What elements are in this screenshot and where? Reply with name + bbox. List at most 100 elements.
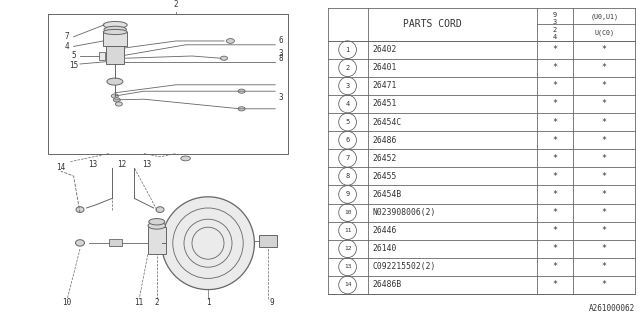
Text: 2: 2 — [173, 0, 179, 9]
Text: *: * — [552, 208, 557, 217]
Text: 2: 2 — [154, 298, 159, 307]
Text: 3: 3 — [553, 19, 557, 25]
Ellipse shape — [148, 222, 166, 229]
Text: *: * — [552, 226, 557, 235]
Text: *: * — [602, 244, 607, 253]
Text: *: * — [552, 154, 557, 163]
Text: 9: 9 — [269, 298, 275, 307]
FancyBboxPatch shape — [259, 235, 277, 247]
Ellipse shape — [103, 21, 127, 28]
Text: 13: 13 — [344, 264, 351, 269]
Text: 26451: 26451 — [372, 100, 397, 108]
FancyBboxPatch shape — [103, 32, 127, 46]
Text: *: * — [602, 172, 607, 181]
Circle shape — [161, 197, 255, 290]
Text: *: * — [552, 190, 557, 199]
Text: 4: 4 — [65, 42, 70, 51]
Ellipse shape — [238, 89, 245, 93]
Text: *: * — [602, 226, 607, 235]
Text: 1: 1 — [205, 298, 211, 307]
FancyBboxPatch shape — [99, 52, 105, 60]
Text: *: * — [602, 45, 607, 54]
Text: 12: 12 — [344, 246, 351, 251]
Text: PARTS CORD: PARTS CORD — [403, 19, 461, 29]
Text: 11: 11 — [134, 298, 144, 307]
Text: *: * — [552, 45, 557, 54]
Text: 8: 8 — [346, 173, 349, 179]
Text: C092215502(2): C092215502(2) — [372, 262, 436, 271]
Text: *: * — [602, 262, 607, 271]
Text: 6: 6 — [278, 36, 283, 45]
Ellipse shape — [103, 29, 127, 35]
Text: 10: 10 — [344, 210, 351, 215]
Text: 9: 9 — [346, 191, 349, 197]
Text: *: * — [602, 190, 607, 199]
Ellipse shape — [238, 107, 245, 111]
Ellipse shape — [113, 98, 120, 102]
Text: *: * — [602, 81, 607, 90]
Text: 26455: 26455 — [372, 172, 397, 181]
Text: 26401: 26401 — [372, 63, 397, 72]
Text: 2: 2 — [553, 27, 557, 33]
Text: 15: 15 — [69, 61, 78, 70]
Text: *: * — [602, 136, 607, 145]
Text: *: * — [602, 280, 607, 289]
Text: *: * — [552, 100, 557, 108]
Text: 5: 5 — [346, 119, 349, 125]
Text: *: * — [552, 63, 557, 72]
Text: *: * — [552, 117, 557, 127]
Ellipse shape — [104, 26, 127, 33]
Text: *: * — [552, 244, 557, 253]
Ellipse shape — [227, 38, 234, 43]
Text: 4: 4 — [346, 101, 349, 107]
Text: *: * — [602, 63, 607, 72]
Text: N023908006(2): N023908006(2) — [372, 208, 436, 217]
Text: 2: 2 — [346, 65, 349, 71]
Text: 3: 3 — [278, 93, 283, 102]
Ellipse shape — [111, 94, 118, 98]
Text: 13: 13 — [143, 160, 152, 169]
Text: 5: 5 — [71, 52, 76, 60]
Text: 6: 6 — [346, 137, 349, 143]
Ellipse shape — [180, 156, 191, 161]
Text: 26446: 26446 — [372, 226, 397, 235]
Ellipse shape — [107, 78, 123, 85]
Text: 9: 9 — [553, 12, 557, 18]
Text: 26471: 26471 — [372, 81, 397, 90]
Text: *: * — [602, 117, 607, 127]
Text: A261000062: A261000062 — [589, 304, 635, 313]
Text: *: * — [552, 81, 557, 90]
Text: 26486: 26486 — [372, 136, 397, 145]
Text: 14: 14 — [344, 283, 351, 287]
Text: 3: 3 — [278, 49, 283, 58]
Text: U(C0): U(C0) — [594, 29, 614, 36]
Text: 26486B: 26486B — [372, 280, 401, 289]
Text: 26454B: 26454B — [372, 190, 401, 199]
Text: *: * — [552, 136, 557, 145]
Text: *: * — [602, 100, 607, 108]
Text: *: * — [602, 208, 607, 217]
Text: 3: 3 — [346, 83, 349, 89]
Text: 26454C: 26454C — [372, 117, 401, 127]
Text: 1: 1 — [346, 47, 349, 53]
Text: *: * — [602, 154, 607, 163]
Ellipse shape — [220, 56, 228, 60]
Ellipse shape — [104, 31, 127, 36]
FancyBboxPatch shape — [148, 227, 166, 254]
Text: 7: 7 — [65, 32, 70, 41]
Text: 10: 10 — [63, 298, 72, 307]
Text: 14: 14 — [56, 164, 65, 172]
Ellipse shape — [115, 102, 122, 106]
Text: 12: 12 — [117, 160, 126, 169]
FancyBboxPatch shape — [109, 239, 122, 246]
Ellipse shape — [149, 219, 165, 225]
Text: 26452: 26452 — [372, 154, 397, 163]
Text: *: * — [552, 280, 557, 289]
Ellipse shape — [76, 207, 84, 212]
Ellipse shape — [156, 207, 164, 212]
Text: (U0,U1): (U0,U1) — [590, 14, 618, 20]
Text: 11: 11 — [344, 228, 351, 233]
Text: 13: 13 — [88, 160, 97, 169]
Text: *: * — [552, 262, 557, 271]
Text: 4: 4 — [553, 34, 557, 40]
